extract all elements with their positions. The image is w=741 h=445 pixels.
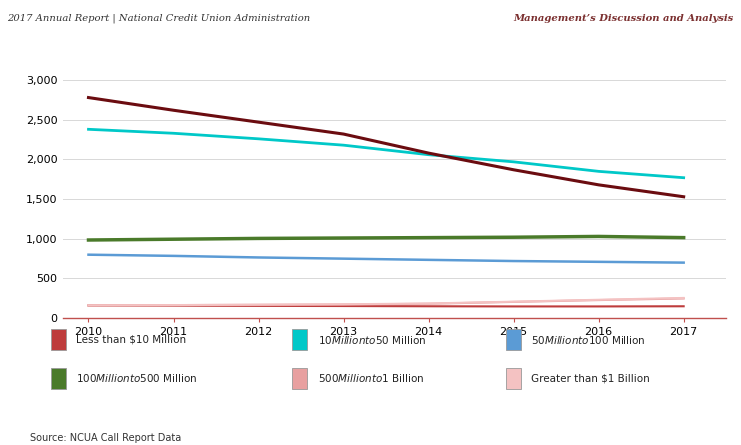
Bar (505, 368, 521, 389)
Text: Source: NCUA Call Report Data: Source: NCUA Call Report Data (30, 433, 181, 443)
Bar (51, 328, 66, 351)
Text: Management’s Discussion and Analysis: Management’s Discussion and Analysis (514, 13, 734, 23)
Text: Greater than $1 Billion: Greater than $1 Billion (531, 373, 650, 384)
Text: Credit Unions by Asset Class at Year-end 2010–2017: Credit Unions by Asset Class at Year-end… (17, 54, 365, 67)
Bar (51, 368, 66, 389)
Text: Less than $10 Million: Less than $10 Million (76, 335, 187, 344)
Text: $100 Million to $500 Million: $100 Million to $500 Million (76, 372, 198, 384)
Bar (292, 368, 308, 389)
Text: $500 Million to $1 Billion: $500 Million to $1 Billion (318, 372, 424, 384)
Text: $10 Million to $50 Million: $10 Million to $50 Million (318, 334, 425, 345)
Text: 2017 Annual Report | National Credit Union Administration: 2017 Annual Report | National Credit Uni… (7, 13, 310, 23)
Text: $50 Million to $100 Million: $50 Million to $100 Million (531, 334, 646, 345)
Bar (505, 328, 521, 351)
Bar (292, 328, 308, 351)
